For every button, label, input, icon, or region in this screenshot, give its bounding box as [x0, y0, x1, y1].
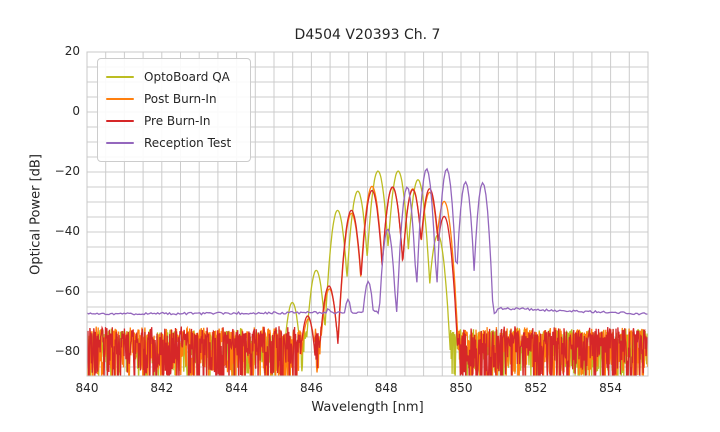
x-tick-label: 840	[75, 381, 99, 395]
series-line-reception-test	[87, 167, 648, 316]
legend-entry: Pre Burn-In	[106, 110, 242, 132]
chart-title: D4504 V20393 Ch. 7	[294, 27, 441, 43]
legend-label: Pre Burn-In	[144, 114, 211, 128]
legend-label: Post Burn-In	[144, 92, 217, 106]
plot-border	[86, 51, 649, 377]
y-tick-label: −80	[54, 344, 80, 358]
x-tick-label: 852	[524, 381, 548, 395]
legend-line-icon	[106, 141, 134, 145]
y-tick-label: −20	[54, 164, 80, 178]
legend: OptoBoard QA Post Burn-In Pre Burn-In Recep…	[97, 58, 251, 162]
y-tick-label: −60	[54, 284, 80, 298]
y-tick-label: −40	[54, 224, 80, 238]
x-tick-label: 854	[599, 381, 623, 395]
legend-line-icon	[106, 97, 134, 101]
y-tick-label: 20	[64, 44, 80, 58]
x-tick-label: 846	[299, 381, 323, 395]
y-tick-label: 0	[72, 104, 80, 118]
legend-line-icon	[106, 75, 134, 79]
series-line-pre-burn-in	[87, 186, 648, 376]
x-tick-label: 842	[150, 381, 174, 395]
legend-label: Reception Test	[144, 136, 232, 150]
x-tick-label: 850	[449, 381, 473, 395]
legend-entry: Post Burn-In	[106, 88, 242, 110]
legend-label: OptoBoard QA	[144, 70, 230, 84]
x-tick-label: 844	[225, 381, 249, 395]
x-axis-label: Wavelength [nm]	[311, 400, 424, 415]
legend-entry: Reception Test	[106, 132, 242, 154]
x-tick-label: 848	[374, 381, 398, 395]
legend-line-icon	[106, 119, 134, 123]
legend-entry: OptoBoard QA	[106, 66, 242, 88]
